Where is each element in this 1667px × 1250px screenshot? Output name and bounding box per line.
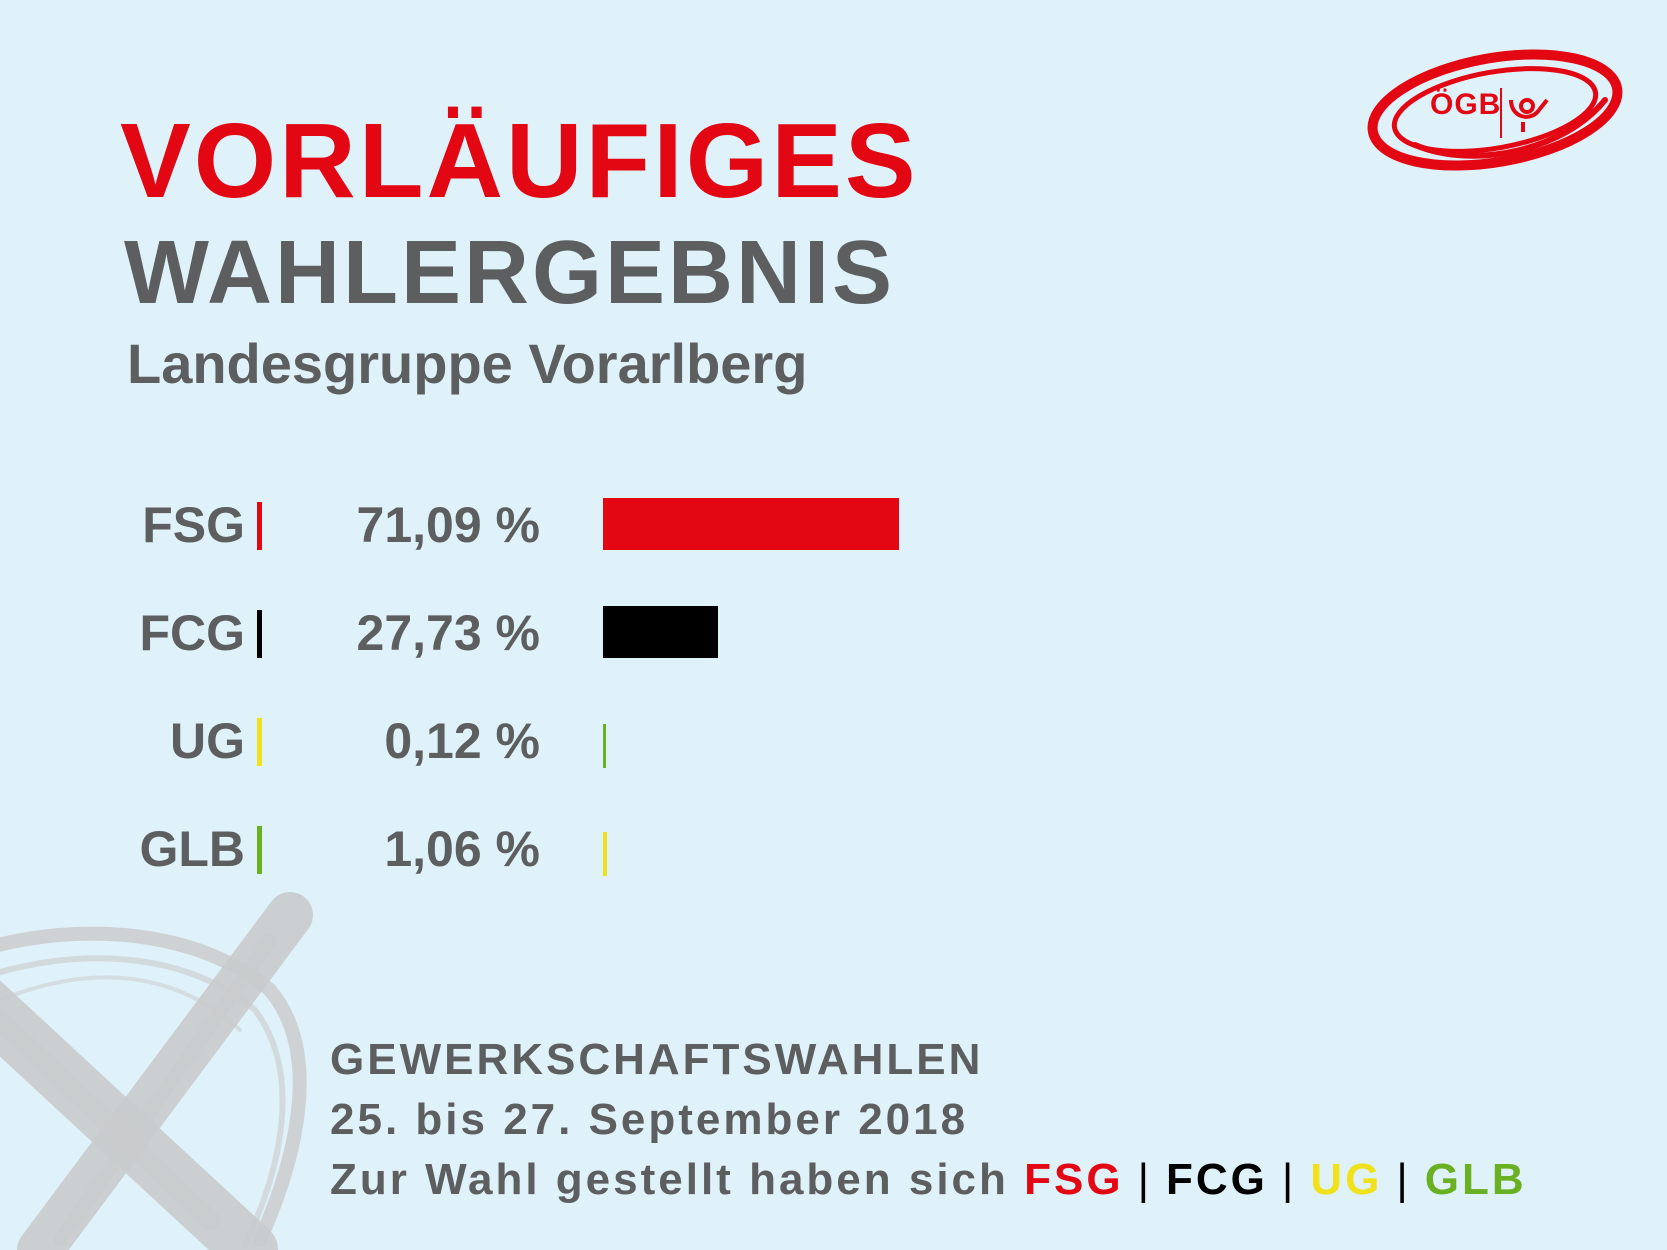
party-color-separator [257,718,262,766]
bar-row-ug: UG 0,12 % [0,711,1667,771]
footer-party-fsg: FSG [1024,1155,1124,1204]
footer-separator: | [1281,1155,1297,1204]
footer-party-ug: UG [1310,1155,1383,1204]
party-color-separator [257,826,262,874]
bar-row-glb: GLB 1,06 % [0,819,1667,879]
bar-ug [603,724,606,768]
footer-prefix: Zur Wahl gestellt haben sich [330,1155,1009,1204]
footer-line2: 25. bis 27. September 2018 [330,1095,969,1144]
category-label: FCG [139,605,245,661]
subtitle: Landesgruppe Vorarlberg [127,332,808,395]
category-label: UG [170,713,245,769]
value-label: 27,73 % [356,605,540,661]
footer: GEWERKSCHAFTSWAHLEN 25. bis 27. Septembe… [330,1030,1527,1210]
category-label: FSG [142,497,245,553]
logo-text: ÖGB [1430,88,1502,121]
bar-row-fcg: FCG 27,73 % [0,603,1667,663]
footer-separator: | [1396,1155,1411,1204]
post-horn-icon [1509,98,1549,132]
title-line1: VORLÄUFIGES [120,102,919,220]
bar-fsg [603,498,899,550]
oegb-logo: ÖGB [1365,40,1625,180]
party-color-separator [257,610,262,658]
value-label: 1,06 % [384,821,540,877]
footer-line3: Zur Wahl gestellt haben sich FSG | FCG | UG |… [330,1150,1527,1210]
value-label: 71,09 % [356,497,540,553]
footer-party-fcg: FCG [1166,1155,1268,1204]
party-color-separator [257,502,262,550]
title-line2: WAHLERGEBNIS [124,223,896,323]
category-label: GLB [139,821,245,877]
bar-glb [603,832,608,876]
bar-fcg [603,606,719,658]
value-label: 0,12 % [384,713,540,769]
footer-party-glb: GLB [1424,1155,1527,1204]
results-bar-chart: FSG 71,09 % FCG 27,73 % UG 0,12 % GLB 1,06 % [0,480,1667,920]
bar-row-fsg: FSG 71,09 % [0,495,1667,555]
logo-swoosh-icon [1367,49,1623,171]
footer-party-list: FSG | FCG | UG | GLB [1024,1155,1527,1204]
footer-line1: GEWERKSCHAFTSWAHLEN [330,1035,984,1084]
footer-separator: | [1137,1155,1153,1204]
